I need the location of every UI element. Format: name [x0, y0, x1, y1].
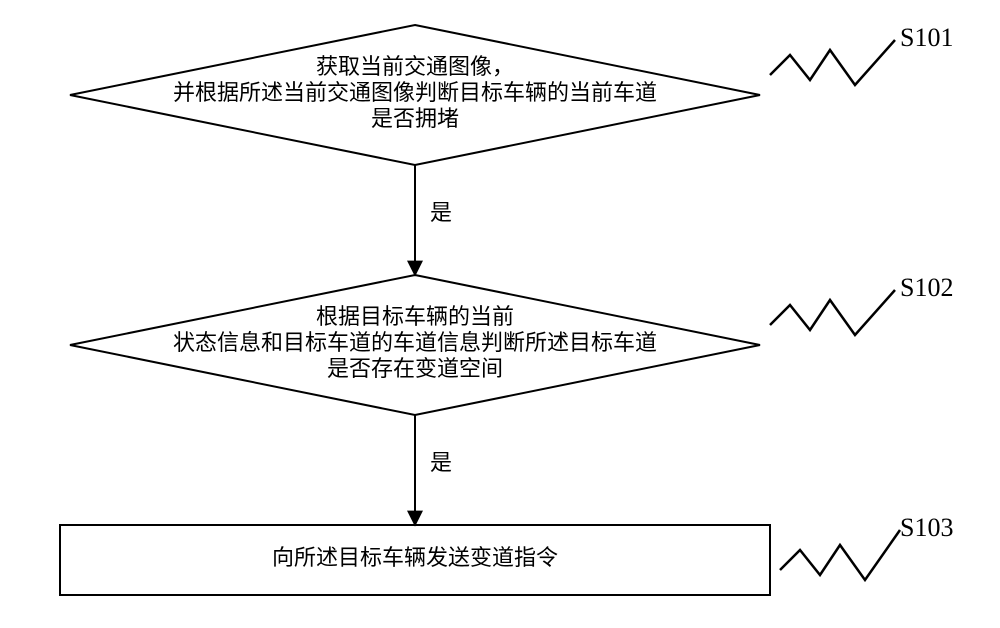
callout-zigzag-s101: [770, 40, 895, 85]
node-text-s102-line-1: 状态信息和目标车道的车道信息判断所述目标车道: [173, 330, 657, 355]
node-text-s102-line-2: 是否存在变道空间: [327, 356, 503, 381]
node-text-s101-line-1: 并根据所述当前交通图像判断目标车辆的当前车道: [173, 80, 657, 105]
edge-label-s101-s102: 是: [430, 200, 452, 225]
node-text-s103-line-0: 向所述目标车辆发送变道指令: [272, 545, 558, 570]
callout-zigzag-s102: [770, 290, 895, 335]
edge-label-s102-s103: 是: [430, 450, 452, 475]
node-text-s101-line-2: 是否拥堵: [371, 106, 459, 131]
node-text-s102-line-0: 根据目标车辆的当前: [316, 304, 514, 329]
step-label-s102: S102: [900, 273, 953, 302]
callout-zigzag-s103: [780, 530, 900, 580]
flowchart-canvas: 获取当前交通图像，并根据所述当前交通图像判断目标车辆的当前车道是否拥堵 S101 根…: [0, 0, 1000, 628]
step-label-s101: S101: [900, 23, 953, 52]
node-text-s101-line-0: 获取当前交通图像，: [316, 54, 514, 79]
step-label-s103: S103: [900, 513, 953, 542]
